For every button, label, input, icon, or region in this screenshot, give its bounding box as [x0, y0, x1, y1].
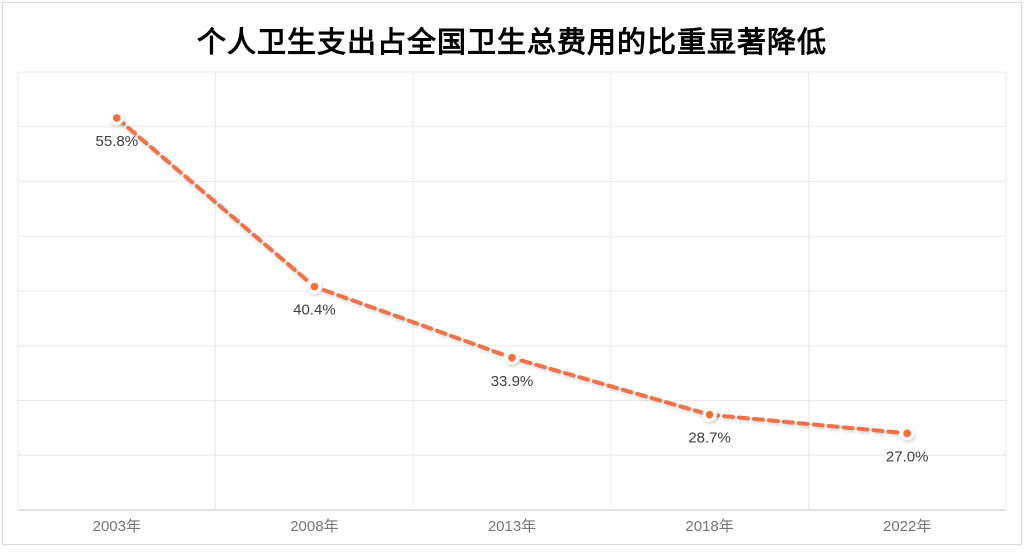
x-axis-label: 2018年 — [685, 518, 733, 535]
x-axis-label: 2008年 — [290, 518, 338, 535]
gridlines-group — [17, 71, 1007, 511]
chart-title: 个人卫生支出占全国卫生总费用的比重显著降低 — [196, 27, 827, 59]
data-label: 28.7% — [688, 430, 731, 447]
data-label: 27.0% — [886, 448, 929, 465]
data-label: 55.8% — [96, 133, 139, 150]
x-axis-label: 2022年 — [883, 518, 931, 535]
data-point — [307, 279, 322, 294]
data-point — [504, 350, 520, 365]
x-axis-label: 2003年 — [93, 518, 141, 535]
x-axis-label: 2013年 — [488, 518, 536, 535]
chart-card: 个人卫生支出占全国卫生总费用的比重显著降低 — [2, 2, 1022, 545]
labels-group: 55.8% 2003年 40.4% 2008年 33.9% 2013年 28.7% 2018年… — [93, 133, 932, 535]
data-point — [109, 110, 124, 126]
data-label: 40.4% — [293, 302, 336, 319]
series-group — [109, 110, 915, 441]
data-label: 33.9% — [491, 373, 534, 390]
data-point — [702, 407, 717, 422]
data-point — [900, 426, 915, 441]
